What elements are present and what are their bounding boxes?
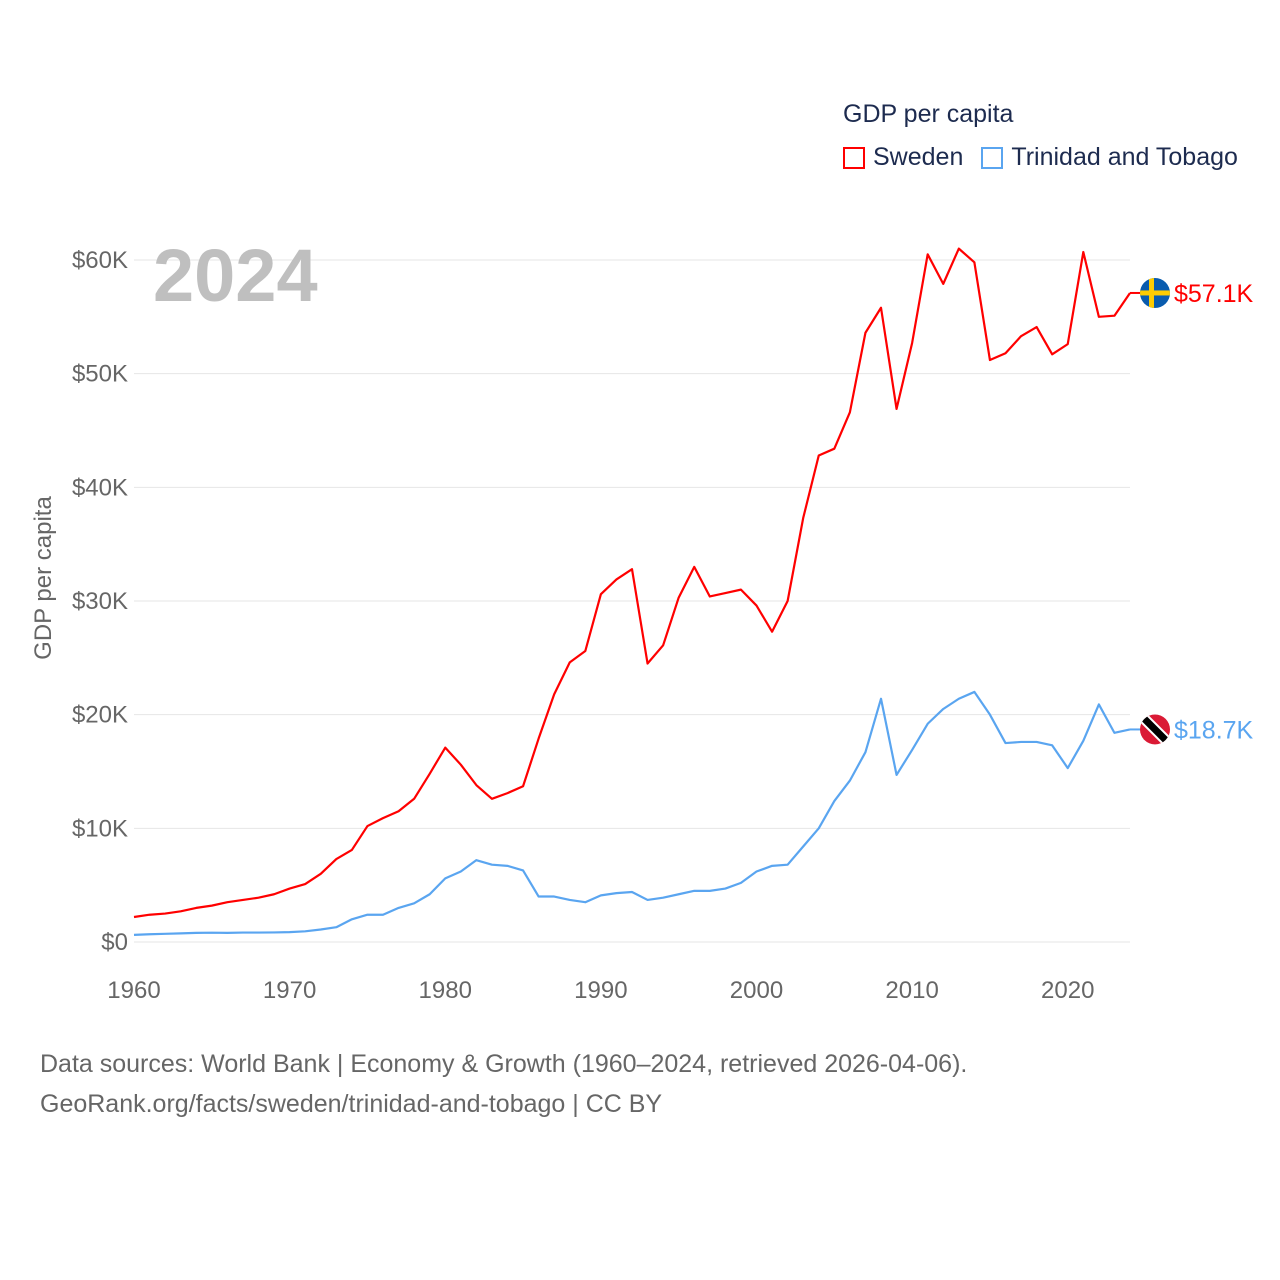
y-tick-label: $10K <box>72 815 128 842</box>
series-line-trinidad-and-tobago <box>133 690 1131 936</box>
x-tick-label: 2020 <box>1041 977 1094 1004</box>
legend-title: GDP per capita <box>843 100 1014 128</box>
legend: Sweden Trinidad and Tobago <box>843 143 1256 172</box>
end-value-label: $57.1K <box>1174 280 1254 308</box>
x-tick-label: 2000 <box>730 977 783 1004</box>
legend-label: Sweden <box>873 143 964 171</box>
year-label: 2024 <box>153 234 318 317</box>
footer: Data sources: World Bank | Economy & Gro… <box>40 1044 967 1124</box>
legend-item-trinidad-and-tobago[interactable]: Trinidad and Tobago <box>981 143 1238 172</box>
x-tick-label: 2010 <box>885 977 938 1004</box>
x-tick-label: 1980 <box>419 977 472 1004</box>
x-tick-label: 1960 <box>107 977 160 1004</box>
series-line-sweden <box>133 247 1131 919</box>
y-axis-label: GDP per capita <box>30 496 57 660</box>
legend-label: Trinidad and Tobago <box>1011 143 1238 171</box>
y-tick-label: $60K <box>72 247 128 274</box>
legend-swatch <box>981 146 1004 169</box>
source-link[interactable]: GeoRank.org/facts/sweden/trinidad-and-to… <box>40 1090 663 1118</box>
y-tick-label: $0 <box>101 929 128 956</box>
legend-item-sweden[interactable]: Sweden <box>843 143 963 172</box>
end-value-label: $18.7K <box>1174 716 1254 744</box>
flag-cross-v <box>1149 277 1154 308</box>
x-tick-label: 1970 <box>263 977 316 1004</box>
data-sources: Data sources: World Bank | Economy & Gro… <box>40 1050 968 1078</box>
legend-swatch <box>843 146 865 169</box>
trinidad-flag-icon <box>1140 714 1170 745</box>
y-tick-label: $20K <box>72 702 128 729</box>
flag-cross-h <box>1140 290 1170 296</box>
sweden-flag-icon <box>1140 277 1170 308</box>
x-tick-label: 1990 <box>574 977 627 1004</box>
y-tick-label: $30K <box>72 588 128 615</box>
y-tick-label: $40K <box>72 474 128 501</box>
y-tick-label: $50K <box>72 361 128 388</box>
